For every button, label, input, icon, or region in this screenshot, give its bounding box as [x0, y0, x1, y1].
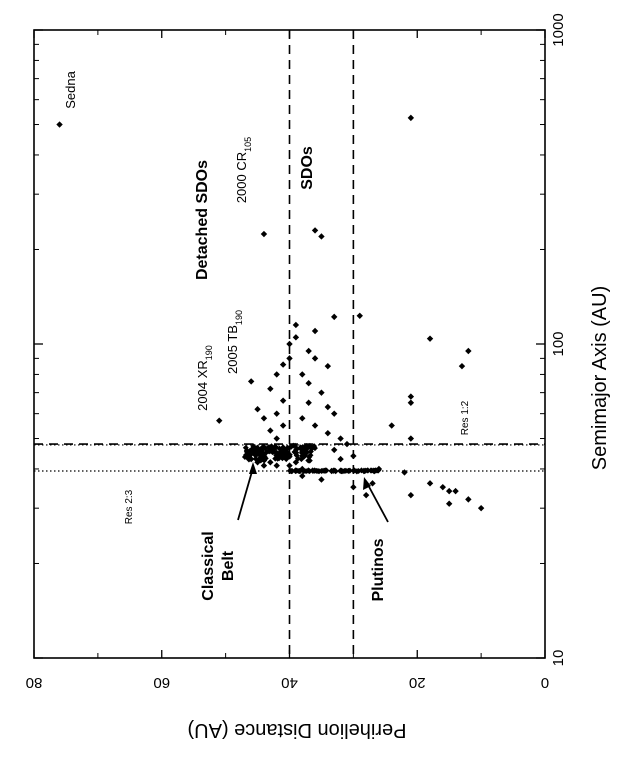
data-point: [274, 435, 280, 441]
data-point: [261, 415, 267, 421]
data-point: [318, 233, 324, 239]
label-belt: Belt: [220, 550, 237, 581]
data-point: [267, 459, 273, 465]
data-point: [267, 427, 273, 433]
data-point: [280, 422, 286, 428]
label-sedna: Sedna: [63, 70, 78, 108]
data-point: [478, 505, 484, 511]
data-point: [459, 363, 465, 369]
label-classical: Classical: [200, 531, 217, 600]
data-point: [274, 371, 280, 377]
data-point: [440, 484, 446, 490]
data-point: [274, 462, 280, 468]
data-point: [427, 335, 433, 341]
data-point: [465, 348, 471, 354]
data-point: [286, 341, 292, 347]
label-sdos: SDOs: [299, 146, 316, 190]
data-point: [293, 334, 299, 340]
y-tick-label: 20: [409, 674, 426, 691]
data-point: [325, 430, 331, 436]
arrow-classical-head: [249, 462, 257, 474]
label-2004xr190: 2004 XR190: [195, 345, 214, 411]
y-tick-label: 60: [153, 674, 170, 691]
data-point: [350, 453, 356, 459]
data-point: [389, 422, 395, 428]
data-point: [318, 389, 324, 395]
label-res-1-2: Res 1:2: [460, 400, 471, 435]
data-point: [305, 380, 311, 386]
data-point: [408, 435, 414, 441]
data-point: [318, 476, 324, 482]
label-2005tb190: 2005 TB190: [225, 310, 244, 374]
data-point: [408, 492, 414, 498]
y-tick-label: 0: [541, 674, 549, 691]
data-point: [261, 462, 267, 468]
data-point: [465, 496, 471, 502]
data-point: [254, 406, 260, 412]
y-axis-title: Perihelion Distance (AU): [188, 719, 407, 741]
data-point: [408, 393, 414, 399]
data-point: [427, 480, 433, 486]
data-point: [305, 348, 311, 354]
y-tick-label: 80: [26, 674, 43, 691]
arrow-plutinos: [367, 483, 388, 522]
arrow-classical: [238, 468, 253, 520]
data-point: [325, 363, 331, 369]
annotations: Sedna 2000 CR105 2005 TB190 2004 XR190 Detac…: [63, 70, 471, 601]
data-point: [331, 447, 337, 453]
y-tick-label: 40: [281, 674, 298, 691]
data-point: [280, 397, 286, 403]
data-point: [280, 361, 286, 367]
data-point: [248, 378, 254, 384]
data-point: [267, 386, 273, 392]
x-axis-title: Semimajor Axis (AU): [589, 286, 611, 470]
data-point: [325, 404, 331, 410]
data-point: [331, 410, 337, 416]
data-point: [274, 410, 280, 416]
label-plutinos: Plutinos: [370, 538, 387, 601]
data-point: [299, 415, 305, 421]
data-point: [299, 371, 305, 377]
data-point: [337, 435, 343, 441]
label-res-2-3: Res 2:3: [124, 489, 135, 524]
data-point: [452, 488, 458, 494]
data-point: [446, 488, 452, 494]
label-detached-sdos: Detached SDOs: [194, 160, 211, 280]
data-point: [344, 441, 350, 447]
data-point: [408, 115, 414, 121]
plot-axes: 0 20 40 60 80 10 100 1000: [26, 13, 567, 691]
data-point: [446, 501, 452, 507]
x-tick-label: 1000: [550, 13, 567, 46]
data-point: [56, 121, 62, 127]
data-point: [357, 313, 363, 319]
data-point: [312, 328, 318, 334]
data-point: [293, 322, 299, 328]
data-point: [312, 227, 318, 233]
label-2000cr105: 2000 CR105: [234, 137, 253, 203]
data-point: [363, 492, 369, 498]
data-point: [331, 314, 337, 320]
axis-labels: Semimajor Axis (AU) Perihelion Distance …: [188, 286, 611, 741]
x-tick-label: 10: [550, 650, 567, 667]
data-point: [286, 462, 292, 468]
data-point: [286, 355, 292, 361]
data-point: [305, 400, 311, 406]
data-point: [312, 355, 318, 361]
data-point: [337, 456, 343, 462]
data-point: [312, 422, 318, 428]
data-point: [350, 484, 356, 490]
x-tick-label: 100: [550, 331, 567, 356]
data-point: [216, 417, 222, 423]
data-point: [408, 400, 414, 406]
data-point: [401, 469, 407, 475]
data-point: [261, 231, 267, 237]
